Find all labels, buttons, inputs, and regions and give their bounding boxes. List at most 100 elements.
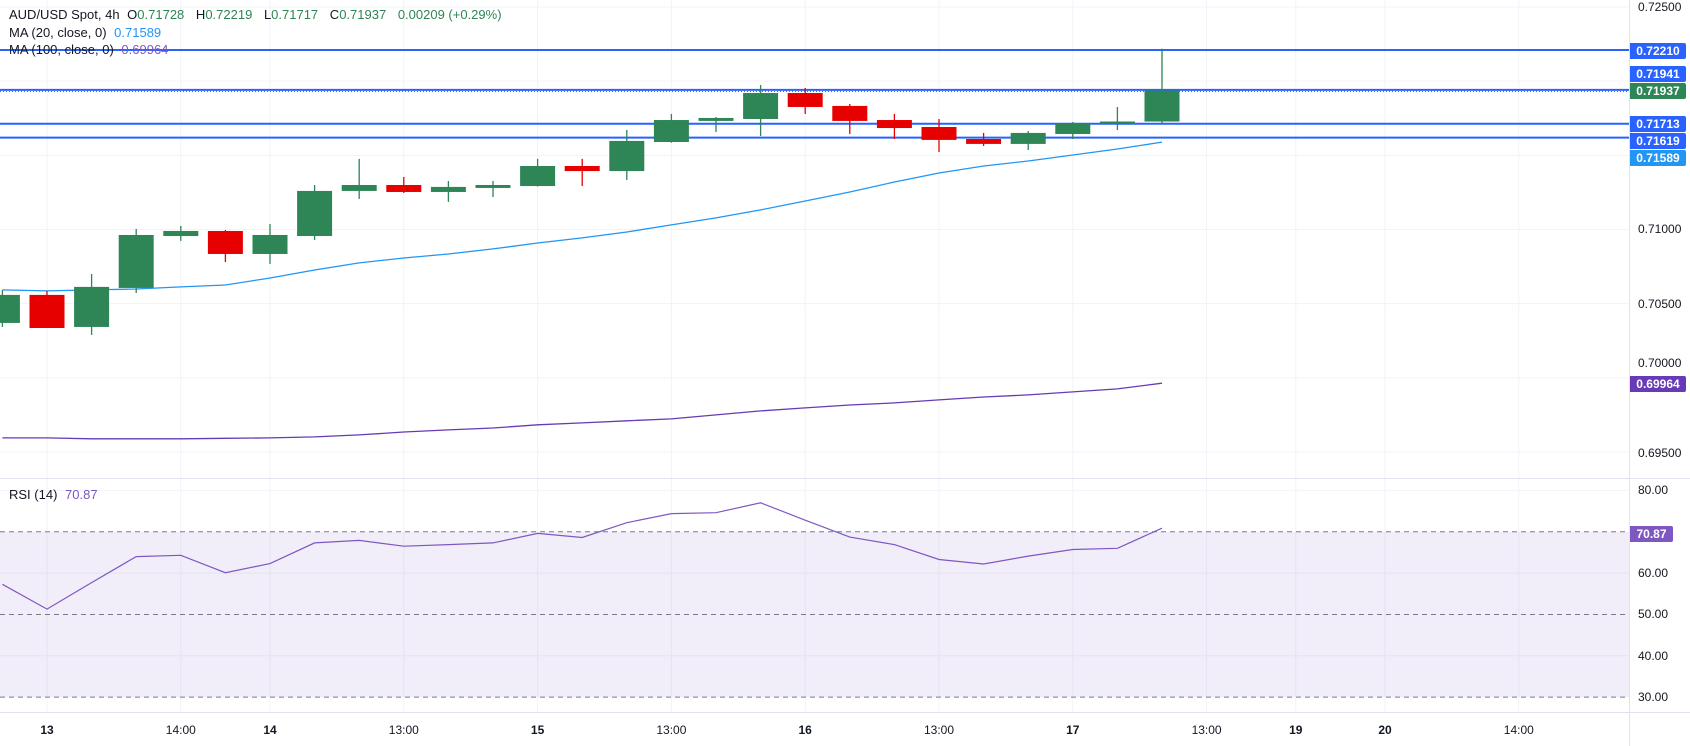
price-tick-label: 0.70000 xyxy=(1638,356,1682,370)
high-value: 0.72219 xyxy=(205,7,253,22)
open-value: 0.71728 xyxy=(137,7,185,22)
ma20-value: 0.71589 xyxy=(114,25,162,40)
time-tick-label: 19 xyxy=(1289,723,1303,737)
candle xyxy=(1055,121,1091,140)
rsi-value-tag: 70.87 xyxy=(1630,526,1673,542)
symbol-legend: AUD/USD Spot, 4h O0.71728 H0.72219 L0.71… xyxy=(9,7,506,23)
candle xyxy=(341,158,377,199)
ma20-label[interactable]: MA (20, close, 0) xyxy=(9,25,107,40)
time-tick-label: 17 xyxy=(1066,723,1080,737)
candle xyxy=(0,290,20,327)
chart-plot-area[interactable] xyxy=(0,0,1629,712)
candle xyxy=(698,116,734,133)
high-label: H xyxy=(195,7,206,22)
price-tick-label: 0.71000 xyxy=(1638,222,1682,236)
candle xyxy=(252,224,288,264)
rsi-legend[interactable]: RSI (14) 70.87 xyxy=(9,487,102,503)
rsi-line xyxy=(2,502,1163,610)
candle-body xyxy=(386,184,422,192)
price-tick-label: 0.72500 xyxy=(1638,0,1682,14)
rsi-label[interactable]: RSI (14) xyxy=(9,487,58,502)
candle-body xyxy=(430,186,466,192)
candle-body xyxy=(1055,122,1091,134)
candle-body xyxy=(1010,132,1046,144)
last-price-tag: 0.71937 xyxy=(1630,83,1686,99)
time-tick-label: 20 xyxy=(1378,723,1392,737)
ma100-label[interactable]: MA (100, close, 0) xyxy=(9,42,114,57)
candle xyxy=(743,85,779,137)
price-axis[interactable]: 0.72500 0.71000 0.70500 0.70000 0.69500 … xyxy=(1629,0,1690,746)
candle xyxy=(921,118,957,152)
horizontal-lines xyxy=(0,49,1629,139)
ma100-value: 0.69964 xyxy=(121,42,169,57)
time-tick-label: 14:00 xyxy=(1503,723,1534,737)
time-tick-label: 15 xyxy=(530,723,545,737)
time-axis-border xyxy=(0,712,1690,713)
candle xyxy=(520,158,556,187)
candle-body xyxy=(832,105,868,121)
candle xyxy=(207,229,243,262)
time-tick-label: 13:00 xyxy=(923,723,955,737)
moving-averages xyxy=(2,141,1163,440)
candle-body xyxy=(1144,90,1180,122)
price-tick-label: 0.69500 xyxy=(1638,446,1682,460)
candle xyxy=(876,113,912,140)
time-tick-label: 13:00 xyxy=(656,723,687,737)
ma20-legend[interactable]: MA (20, close, 0) 0.71589 xyxy=(9,25,165,41)
candle xyxy=(297,184,333,241)
candle-body xyxy=(163,230,199,237)
ma100-legend[interactable]: MA (100, close, 0) 0.69964 xyxy=(9,42,172,58)
candle-body xyxy=(252,234,288,254)
time-tick-label: 14:00 xyxy=(165,723,196,737)
candle xyxy=(74,273,110,335)
rsi-indicator xyxy=(2,502,1163,610)
gridlines xyxy=(0,0,1629,712)
candle xyxy=(564,158,600,187)
candle-body xyxy=(609,140,645,172)
candle xyxy=(118,228,154,293)
rsi-tick-label: 40.00 xyxy=(1638,649,1669,663)
candle xyxy=(386,176,422,194)
rsi-value: 70.87 xyxy=(65,487,98,502)
candle xyxy=(653,113,689,143)
ma100-line xyxy=(2,382,1163,440)
candle xyxy=(787,87,823,114)
candle-body xyxy=(118,234,154,288)
candle xyxy=(163,225,199,241)
candle-body xyxy=(876,120,912,129)
ma20-price-tag: 0.71589 xyxy=(1630,150,1686,166)
open-label: O xyxy=(127,7,138,22)
rsi-tick-label: 80.00 xyxy=(1638,483,1669,497)
hline-price-tag: 0.71941 xyxy=(1630,66,1686,82)
rsi-tick-label: 30.00 xyxy=(1638,690,1669,704)
pane-separator[interactable] xyxy=(0,478,1690,479)
candle-body xyxy=(787,93,823,107)
time-tick-label: 13 xyxy=(40,723,54,737)
candle xyxy=(832,104,868,134)
rsi-tick-label: 60.00 xyxy=(1638,566,1669,580)
candle xyxy=(609,129,645,180)
price-tick-label: 0.70500 xyxy=(1638,297,1682,311)
candle xyxy=(1010,131,1046,150)
candle xyxy=(1144,48,1180,124)
ma20-line xyxy=(2,141,1163,292)
candle xyxy=(475,180,511,198)
candle xyxy=(1099,106,1135,130)
candle-body xyxy=(207,230,243,254)
candle-body xyxy=(966,139,1002,144)
candle xyxy=(966,132,1002,146)
symbol-title[interactable]: AUD/USD Spot, 4h xyxy=(9,7,120,22)
candle-body xyxy=(653,120,689,142)
time-tick-label: 13:00 xyxy=(1191,723,1222,737)
hline-price-tag: 0.71619 xyxy=(1630,133,1686,149)
time-tick-label: 14 xyxy=(263,723,277,737)
candle-body xyxy=(341,184,377,191)
candle-body xyxy=(29,294,65,328)
time-tick-label: 16 xyxy=(798,723,812,737)
low-value: 0.71717 xyxy=(271,7,319,22)
time-tick-label: 13:00 xyxy=(388,723,419,737)
candle-body xyxy=(743,93,779,119)
close-value: 0.71937 xyxy=(339,7,387,22)
change-value: 0.00209 (+0.29%) xyxy=(397,7,502,22)
candle-body xyxy=(921,126,957,140)
